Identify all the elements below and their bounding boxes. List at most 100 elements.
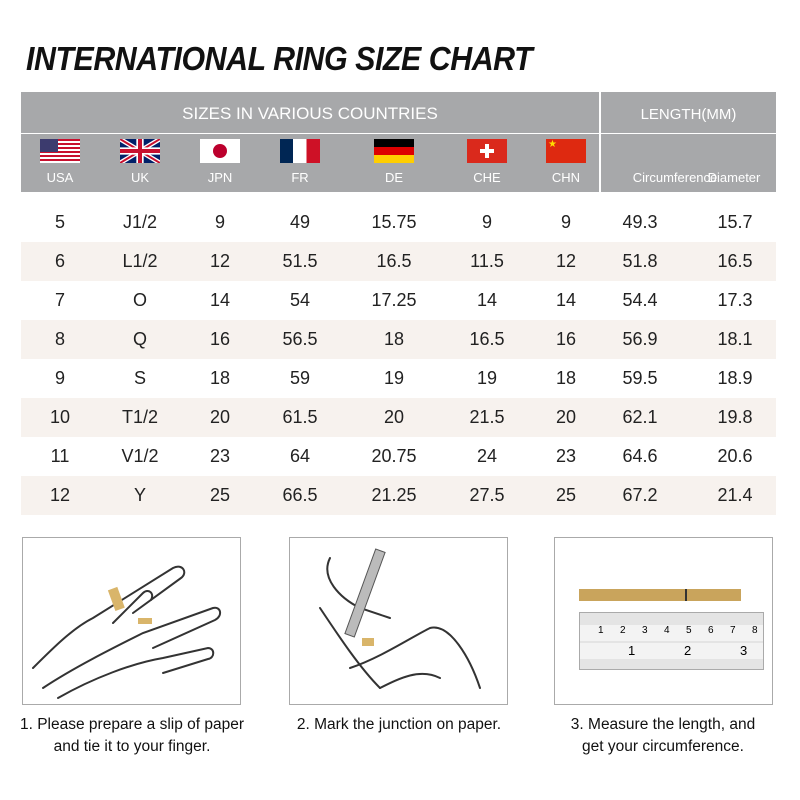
ruler-tick-label: 8: [752, 625, 758, 636]
table-cell: 11.5: [470, 251, 504, 271]
paper-strip: [579, 589, 741, 601]
table-cell: S: [133, 368, 146, 388]
table-cell: 64: [289, 446, 311, 466]
table-row: 9 S 18 59 19 19 18 59.5 18.9: [21, 359, 776, 398]
table-cell: L1/2: [122, 251, 158, 271]
table-cell: 25: [209, 485, 231, 505]
table-cell: 11: [50, 446, 70, 466]
table-cell: 54: [289, 290, 311, 310]
table-cell: 19.8: [717, 407, 753, 427]
table-cell: 16.5: [376, 251, 412, 271]
table-cell: 54.4: [622, 290, 658, 310]
table-cell: 21.4: [717, 485, 753, 505]
table-cell: 6: [54, 251, 65, 271]
country-label: JPN: [207, 170, 233, 185]
china-flag-icon: ★: [546, 139, 586, 163]
table-cell: Y: [133, 485, 146, 505]
table-cell: 23: [555, 446, 577, 466]
ruler-tick-label: 1: [598, 625, 604, 636]
table-cell: 67.2: [622, 485, 658, 505]
table-cell: 20.75: [371, 446, 417, 466]
country-label: CHN: [551, 170, 581, 185]
table-cell: 19: [476, 368, 498, 388]
circumference-heading: Circumference: [632, 170, 718, 185]
table-cell: 17.25: [371, 290, 417, 310]
table-row: 5 J1/2 9 49 15.75 9 9 49.3 15.7: [21, 203, 776, 242]
switzerland-flag-icon: [467, 139, 507, 163]
table-cell: 12: [49, 485, 71, 505]
japan-flag-icon: [200, 139, 240, 163]
ruler-tick-label: 4: [664, 625, 670, 636]
table-cell: 20.6: [717, 446, 753, 466]
table-cell: 9: [54, 368, 65, 388]
diameter-heading: Diameter: [707, 170, 761, 185]
table-cell: V1/2: [121, 446, 159, 466]
france-flag-icon: [280, 139, 320, 163]
table-cell: 9: [560, 212, 571, 232]
page-title: INTERNATIONAL RING SIZE CHART: [26, 40, 533, 77]
table-cell: 20: [555, 407, 577, 427]
ruler-tick-label: 1: [628, 643, 636, 658]
table-cell: 19: [383, 368, 405, 388]
table-cell: 16: [209, 329, 231, 349]
country-label: CHE: [473, 170, 501, 185]
table-row: 11 V1/2 23 64 20.75 24 23 64.6 20.6: [21, 437, 776, 476]
ruler-tick-label: 7: [730, 625, 736, 636]
table-cell: 18.1: [717, 329, 753, 349]
table-cell: 9: [481, 212, 492, 232]
table-cell: 10: [49, 407, 71, 427]
table-cell: 14: [476, 290, 498, 310]
step-1-illustration: [22, 537, 241, 705]
table-cell: 18: [383, 329, 405, 349]
table-cell: 18: [555, 368, 577, 388]
step-1-caption: 1. Please prepare a slip of paper and tie…: [19, 716, 245, 755]
germany-flag-icon: [374, 139, 414, 163]
country-label: FR: [291, 170, 309, 185]
table-cell: 14: [555, 290, 577, 310]
ruler-tick-label: 6: [708, 625, 714, 636]
table-cell: 56.5: [282, 329, 318, 349]
table-cell: 15.75: [371, 212, 417, 232]
table-cell: 16: [555, 329, 577, 349]
table-row: 12 Y 25 66.5 21.25 27.5 25 67.2 21.4: [21, 476, 776, 515]
table-cell: 5: [54, 212, 65, 232]
table-row: 10 T1/2 20 61.5 20 21.5 20 62.1 19.8: [21, 398, 776, 437]
table-cell: O: [132, 290, 147, 310]
table-cell: 21.25: [371, 485, 417, 505]
step-2-illustration: [289, 537, 508, 705]
step-2-caption: 2. Mark the junction on paper.: [296, 716, 502, 733]
sizes-heading: SIZES IN VARIOUS COUNTRIES: [182, 104, 438, 123]
table-cell: 14: [209, 290, 231, 310]
table-cell: 12: [209, 251, 231, 271]
us-flag-icon: [40, 139, 80, 163]
uk-flag-icon: [120, 139, 160, 163]
table-cell: J1/2: [122, 212, 158, 232]
table-cell: 15.7: [717, 212, 753, 232]
table-cell: 56.9: [622, 329, 658, 349]
table-cell: 18: [209, 368, 231, 388]
hand-marking-pen-icon: [319, 548, 481, 689]
table-row: 7 O 14 54 17.25 14 14 54.4 17.3: [21, 281, 776, 320]
ruler-tick-label: 3: [740, 643, 748, 658]
table-cell: 23: [209, 446, 231, 466]
table-cell: 62.1: [622, 407, 658, 427]
table-cell: 49: [289, 212, 311, 232]
ruler-tick-label: 5: [686, 625, 692, 636]
table-cell: 25: [555, 485, 577, 505]
table-cell: 20: [209, 407, 231, 427]
country-label: DE: [384, 170, 404, 185]
table-cell: 20: [383, 407, 405, 427]
ruler-tick-label: 2: [684, 643, 692, 658]
table-cell: 59: [289, 368, 311, 388]
table-cell: 16.5: [717, 251, 753, 271]
ruler-tick-label: 3: [642, 625, 648, 636]
table-cell: 51.5: [282, 251, 318, 271]
table-cell: 24: [476, 446, 498, 466]
table-cell: 59.5: [622, 368, 658, 388]
table-cell: T1/2: [121, 407, 159, 427]
country-label: USA: [46, 170, 74, 185]
table-cell: 16.5: [469, 329, 505, 349]
table-cell: 51.8: [622, 251, 658, 271]
table-cell: 49.3: [622, 212, 658, 232]
